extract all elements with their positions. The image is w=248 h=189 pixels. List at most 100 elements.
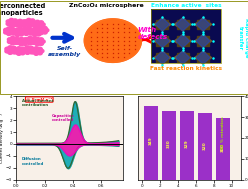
Circle shape xyxy=(32,41,37,44)
Circle shape xyxy=(44,29,49,32)
Circle shape xyxy=(25,46,30,49)
Circle shape xyxy=(14,41,19,44)
Text: @ 5 mV s⁻¹: @ 5 mV s⁻¹ xyxy=(26,98,52,101)
Circle shape xyxy=(18,25,22,28)
Polygon shape xyxy=(177,36,189,46)
Circle shape xyxy=(27,24,31,27)
Circle shape xyxy=(22,20,26,23)
Bar xyxy=(216,118,230,180)
Polygon shape xyxy=(155,51,169,64)
Bar xyxy=(198,113,212,180)
Circle shape xyxy=(22,24,26,27)
Circle shape xyxy=(38,30,43,34)
Circle shape xyxy=(34,47,38,50)
Circle shape xyxy=(19,37,24,41)
Ellipse shape xyxy=(37,27,47,33)
Circle shape xyxy=(17,52,21,55)
Text: 300: 300 xyxy=(221,143,225,152)
Circle shape xyxy=(13,19,17,22)
Circle shape xyxy=(36,28,41,32)
Circle shape xyxy=(22,49,27,53)
Polygon shape xyxy=(155,18,169,31)
Text: With
defects: With defects xyxy=(138,27,168,40)
Circle shape xyxy=(33,33,37,36)
Polygon shape xyxy=(196,35,210,47)
Circle shape xyxy=(14,37,19,40)
Text: Diffusion
controlled: Diffusion controlled xyxy=(22,157,44,166)
Circle shape xyxy=(39,42,43,45)
Circle shape xyxy=(9,18,14,22)
Circle shape xyxy=(23,22,28,25)
Circle shape xyxy=(24,27,29,30)
Circle shape xyxy=(30,19,35,22)
Circle shape xyxy=(10,27,15,31)
Text: 349: 349 xyxy=(149,137,153,145)
Text: Fast reaction kinetics: Fast reaction kinetics xyxy=(150,66,222,71)
Circle shape xyxy=(33,28,37,31)
Circle shape xyxy=(39,49,44,53)
Circle shape xyxy=(39,38,43,41)
Circle shape xyxy=(20,47,25,51)
Circle shape xyxy=(30,23,35,26)
Polygon shape xyxy=(196,18,210,31)
Ellipse shape xyxy=(15,48,25,54)
Circle shape xyxy=(16,39,21,42)
Circle shape xyxy=(23,38,27,41)
Circle shape xyxy=(43,26,47,30)
Polygon shape xyxy=(174,51,191,64)
Circle shape xyxy=(36,30,40,33)
Polygon shape xyxy=(195,18,212,31)
Text: 330: 330 xyxy=(167,139,171,148)
Circle shape xyxy=(31,48,35,52)
Ellipse shape xyxy=(7,19,17,26)
Circle shape xyxy=(39,31,43,35)
Circle shape xyxy=(7,40,12,43)
Text: 329: 329 xyxy=(185,140,189,148)
Polygon shape xyxy=(195,51,212,64)
Circle shape xyxy=(24,22,28,26)
Polygon shape xyxy=(176,18,190,31)
Circle shape xyxy=(30,29,34,33)
Ellipse shape xyxy=(32,48,42,54)
Circle shape xyxy=(21,31,26,34)
Circle shape xyxy=(31,37,36,40)
Circle shape xyxy=(39,26,43,29)
Text: Rapid charge
transfer: Rapid charge transfer xyxy=(238,18,248,57)
Circle shape xyxy=(7,38,12,41)
Circle shape xyxy=(10,32,15,35)
Circle shape xyxy=(25,38,29,41)
Ellipse shape xyxy=(16,21,26,27)
Circle shape xyxy=(5,50,9,53)
Circle shape xyxy=(41,40,45,43)
Circle shape xyxy=(31,41,36,44)
Circle shape xyxy=(35,26,40,29)
Ellipse shape xyxy=(25,20,35,26)
Circle shape xyxy=(10,42,15,45)
Circle shape xyxy=(33,39,38,42)
Polygon shape xyxy=(156,53,168,62)
Polygon shape xyxy=(197,36,209,46)
Circle shape xyxy=(7,32,11,36)
Polygon shape xyxy=(154,51,171,64)
Circle shape xyxy=(13,48,18,52)
Circle shape xyxy=(32,21,36,24)
Polygon shape xyxy=(174,18,191,31)
Ellipse shape xyxy=(8,38,19,44)
Circle shape xyxy=(28,36,32,40)
Bar xyxy=(162,111,176,180)
Polygon shape xyxy=(197,20,209,29)
Ellipse shape xyxy=(23,47,34,53)
Circle shape xyxy=(32,39,37,42)
Polygon shape xyxy=(197,53,209,62)
Circle shape xyxy=(8,51,12,54)
Text: Actual current
contribution: Actual current contribution xyxy=(22,99,53,108)
Circle shape xyxy=(32,24,37,27)
Ellipse shape xyxy=(33,39,44,45)
Polygon shape xyxy=(177,53,189,62)
Circle shape xyxy=(25,40,29,43)
Circle shape xyxy=(14,50,18,54)
Circle shape xyxy=(6,20,11,23)
Ellipse shape xyxy=(22,28,32,34)
Circle shape xyxy=(30,32,34,35)
Circle shape xyxy=(19,28,24,32)
